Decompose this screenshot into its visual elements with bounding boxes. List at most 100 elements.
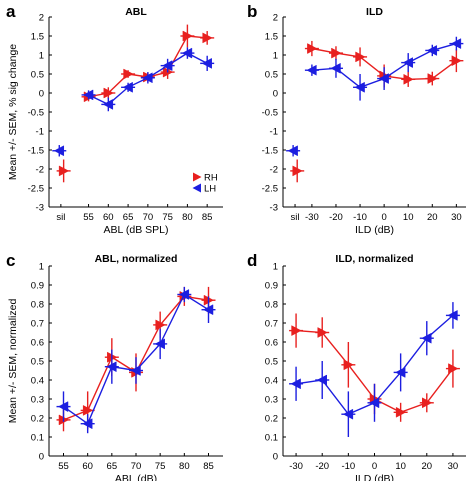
data-point xyxy=(155,319,166,331)
y-tick-label: -2.5 xyxy=(28,183,44,194)
y-tick-label: -2 xyxy=(36,164,44,175)
x-tick-label: 80 xyxy=(179,461,190,472)
data-point xyxy=(58,165,70,177)
data-point xyxy=(317,327,328,338)
data-point xyxy=(402,57,413,69)
x-axis-label: ABL (dB SPL) xyxy=(104,224,169,236)
x-axis-label: ABL (dB) xyxy=(115,473,157,481)
y-tick-label: 0.6 xyxy=(265,337,278,348)
y-tick-label: -3 xyxy=(36,202,44,213)
data-point xyxy=(106,361,117,373)
data-point xyxy=(448,363,459,375)
x-tick-label: 65 xyxy=(123,212,134,223)
data-point xyxy=(330,62,341,74)
x-tick-label: sil xyxy=(56,212,65,223)
y-tick-label: 0.5 xyxy=(31,356,44,367)
series-line xyxy=(88,35,208,98)
y-tick-label: 0 xyxy=(273,88,278,99)
x-tick-label: 60 xyxy=(103,212,114,223)
x-tick-label: 80 xyxy=(182,212,193,223)
x-tick-label: 70 xyxy=(131,461,142,472)
data-point xyxy=(181,47,193,59)
panel-letter: c xyxy=(6,251,15,270)
y-tick-label: -1 xyxy=(270,126,278,137)
y-tick-label: 2 xyxy=(39,12,44,23)
data-point xyxy=(102,98,114,110)
data-point xyxy=(450,38,462,50)
data-point xyxy=(403,73,414,85)
y-tick-label: 1 xyxy=(39,261,44,272)
data-point xyxy=(343,359,354,371)
series-lh xyxy=(52,47,215,157)
x-tick-label: 75 xyxy=(155,461,166,472)
y-tick-label: 0.5 xyxy=(265,69,278,80)
data-point xyxy=(130,365,141,376)
data-point xyxy=(162,60,173,72)
y-tick-label: 0.5 xyxy=(31,69,44,80)
y-tick-label: 0 xyxy=(39,88,44,99)
data-point xyxy=(57,401,69,413)
x-tick-label: sil xyxy=(291,212,300,223)
x-tick-label: -20 xyxy=(315,461,329,472)
data-point xyxy=(178,289,190,300)
panel-d: d ILD, normalized 0 0.1 0.2 0.3 0.4 0.5 0.6 0.7 0.… xyxy=(247,251,466,481)
y-tick-label: 0.6 xyxy=(31,337,44,348)
y-tick-label: 0.9 xyxy=(31,280,44,291)
data-point xyxy=(451,55,462,67)
panel-letter: a xyxy=(6,2,16,21)
data-point xyxy=(142,72,153,84)
data-point xyxy=(290,378,301,390)
data-point xyxy=(421,332,432,344)
data-point xyxy=(201,57,212,69)
data-point xyxy=(122,81,133,93)
y-tick-label: 0.2 xyxy=(31,413,44,424)
data-point xyxy=(342,408,354,420)
x-tick-label: 30 xyxy=(451,212,462,223)
data-point xyxy=(202,32,213,44)
panel-letter: b xyxy=(247,2,257,21)
x-tick-label: 70 xyxy=(143,212,154,223)
x-tick-label: 60 xyxy=(82,461,93,472)
panel-title: ABL, normalized xyxy=(95,253,178,265)
y-tick-label: 0.8 xyxy=(31,299,44,310)
legend-marker xyxy=(193,172,202,182)
y-tick-label: 0 xyxy=(39,451,44,462)
x-tick-label: 55 xyxy=(58,461,69,472)
data-point xyxy=(53,145,65,157)
data-point xyxy=(291,325,302,337)
y-tick-label: 1.5 xyxy=(31,31,44,42)
data-point xyxy=(292,165,303,177)
y-tick-label: 1 xyxy=(273,50,278,61)
x-tick-label: 0 xyxy=(372,461,377,472)
y-tick-label: 0.2 xyxy=(265,413,278,424)
data-point xyxy=(354,81,365,93)
x-tick-label: -10 xyxy=(353,212,367,223)
y-tick-label: -1 xyxy=(36,126,44,137)
x-tick-label: 20 xyxy=(427,212,438,223)
data-point xyxy=(368,397,380,409)
data-point xyxy=(395,406,407,418)
y-tick-label: 0.1 xyxy=(31,432,44,443)
panel-b: b ILD -3 -2.5 -2 -1.5 -1 -0.5 0 0.5 1 1.5 2 sil -30 -20… xyxy=(247,2,466,236)
panel-letter: d xyxy=(247,251,257,270)
data-point xyxy=(306,64,317,76)
y-tick-label: 1.5 xyxy=(265,31,278,42)
data-point xyxy=(103,87,114,99)
series-lh xyxy=(289,302,460,437)
y-tick-label: -0.5 xyxy=(28,107,44,118)
series-rh xyxy=(290,40,464,183)
panel-a: a ABL -3 -2.5 -2 -1.5 -1 -0.5 0 0.5 1 1.5 2 sil 55 60 65… xyxy=(6,2,223,236)
y-tick-label: -1.5 xyxy=(262,145,278,156)
data-point xyxy=(426,45,438,56)
panel-title: ILD xyxy=(366,6,383,18)
y-tick-label: 1 xyxy=(273,261,278,272)
y-tick-label: 0.8 xyxy=(265,299,278,310)
data-point xyxy=(316,374,327,386)
series-lh xyxy=(56,286,216,434)
data-point xyxy=(378,73,389,84)
x-tick-label: 85 xyxy=(202,212,213,223)
y-tick-label: 0.3 xyxy=(31,394,44,405)
y-tick-label: -1.5 xyxy=(28,145,44,156)
data-point xyxy=(447,309,458,321)
x-tick-label: -20 xyxy=(329,212,343,223)
